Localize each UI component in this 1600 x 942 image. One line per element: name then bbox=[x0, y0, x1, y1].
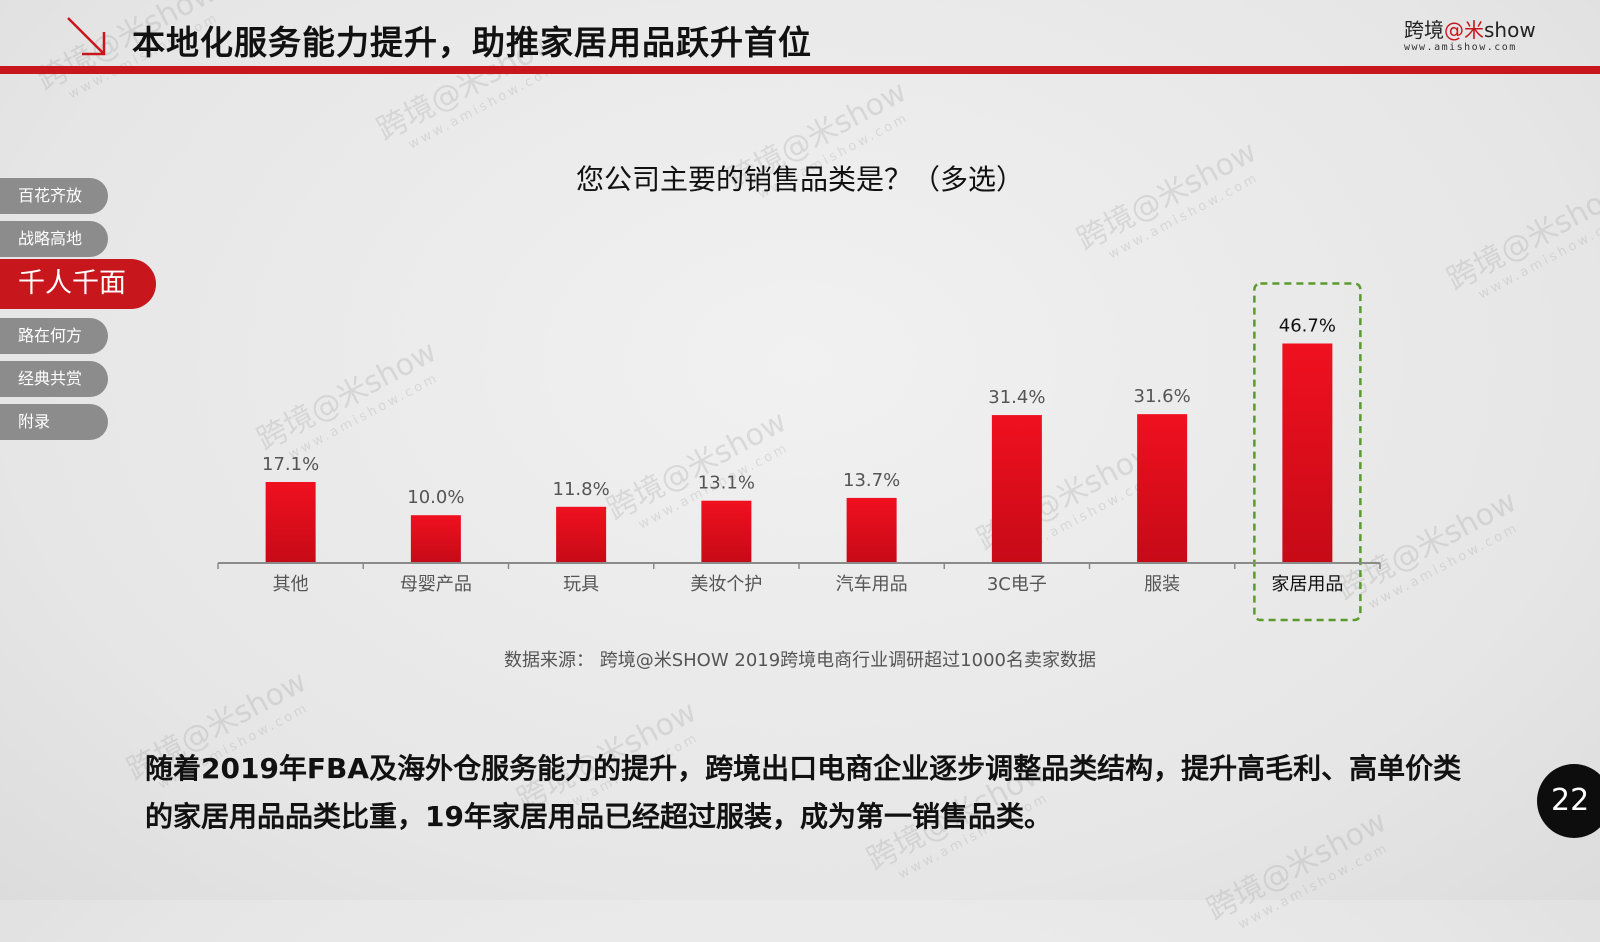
logo-wordmark: 跨境@米show bbox=[1404, 18, 1536, 42]
bar bbox=[1137, 414, 1188, 562]
category-label: 3C电子 bbox=[987, 574, 1047, 595]
bar bbox=[556, 506, 607, 562]
nav-item-fulu[interactable]: 附录 bbox=[0, 404, 108, 440]
category-label: 母婴产品 bbox=[400, 574, 472, 595]
bar bbox=[265, 481, 316, 562]
data-label: 31.6% bbox=[1134, 386, 1191, 407]
nav-item-zhanluegaodi[interactable]: 战略高地 bbox=[0, 221, 108, 257]
arrow-down-right-icon bbox=[67, 17, 106, 56]
data-label: 10.0% bbox=[407, 487, 464, 508]
nav-item-baihuaqifang[interactable]: 百花齐放 bbox=[0, 178, 108, 214]
nav-item-jingdiangongshang[interactable]: 经典共赏 bbox=[0, 361, 108, 397]
summary-text: 随着2019年FBA及海外仓服务能力的提升，跨境出口电商企业逐步调整品类结构，提… bbox=[145, 752, 1462, 833]
category-label: 家居用品 bbox=[1271, 574, 1343, 595]
brand-logo: 跨境@米show www.amishow.com bbox=[1404, 18, 1540, 53]
page-title: 本地化服务能力提升，助推家居用品跃升首位 bbox=[132, 23, 812, 62]
bar-chart: 17.1% 其他 10.0% 母婴产品 11.8% 玩具 13.1% 美妆个护 13.7% 汽车用… bbox=[217, 282, 1381, 622]
page-number-badge: 22 bbox=[1537, 764, 1600, 838]
bar bbox=[701, 500, 752, 562]
bar bbox=[1282, 343, 1333, 562]
category-label: 玩具 bbox=[563, 574, 599, 595]
data-label: 13.7% bbox=[843, 470, 900, 491]
category-label: 服装 bbox=[1144, 574, 1180, 595]
data-label: 17.1% bbox=[262, 454, 319, 475]
category-label: 其他 bbox=[273, 574, 309, 595]
category-label: 美妆个护 bbox=[690, 574, 762, 595]
bar bbox=[846, 497, 897, 562]
bar bbox=[410, 515, 461, 562]
bar bbox=[991, 415, 1042, 562]
logo-url: www.amishow.com bbox=[1404, 42, 1517, 53]
data-label: 11.8% bbox=[553, 479, 610, 500]
nav-item-luzaihefang[interactable]: 路在何方 bbox=[0, 318, 108, 354]
category-label: 汽车用品 bbox=[836, 574, 908, 595]
header-divider bbox=[0, 66, 1600, 74]
data-label: 46.7% bbox=[1279, 316, 1336, 337]
slide-header: 本地化服务能力提升，助推家居用品跃升首位 跨境@米show www.amisho… bbox=[0, 0, 1600, 76]
data-label: 31.4% bbox=[988, 387, 1045, 408]
data-label: 13.1% bbox=[698, 473, 755, 494]
highlight-box bbox=[1253, 282, 1362, 622]
chart-title: 您公司主要的销售品类是？（多选） bbox=[575, 163, 1024, 196]
data-source-note: 数据来源： 跨境@米SHOW 2019跨境电商行业调研超过1000名卖家数据 bbox=[504, 650, 1096, 671]
nav-item-qianrenqianmian[interactable]: 千人千面 bbox=[0, 259, 156, 309]
